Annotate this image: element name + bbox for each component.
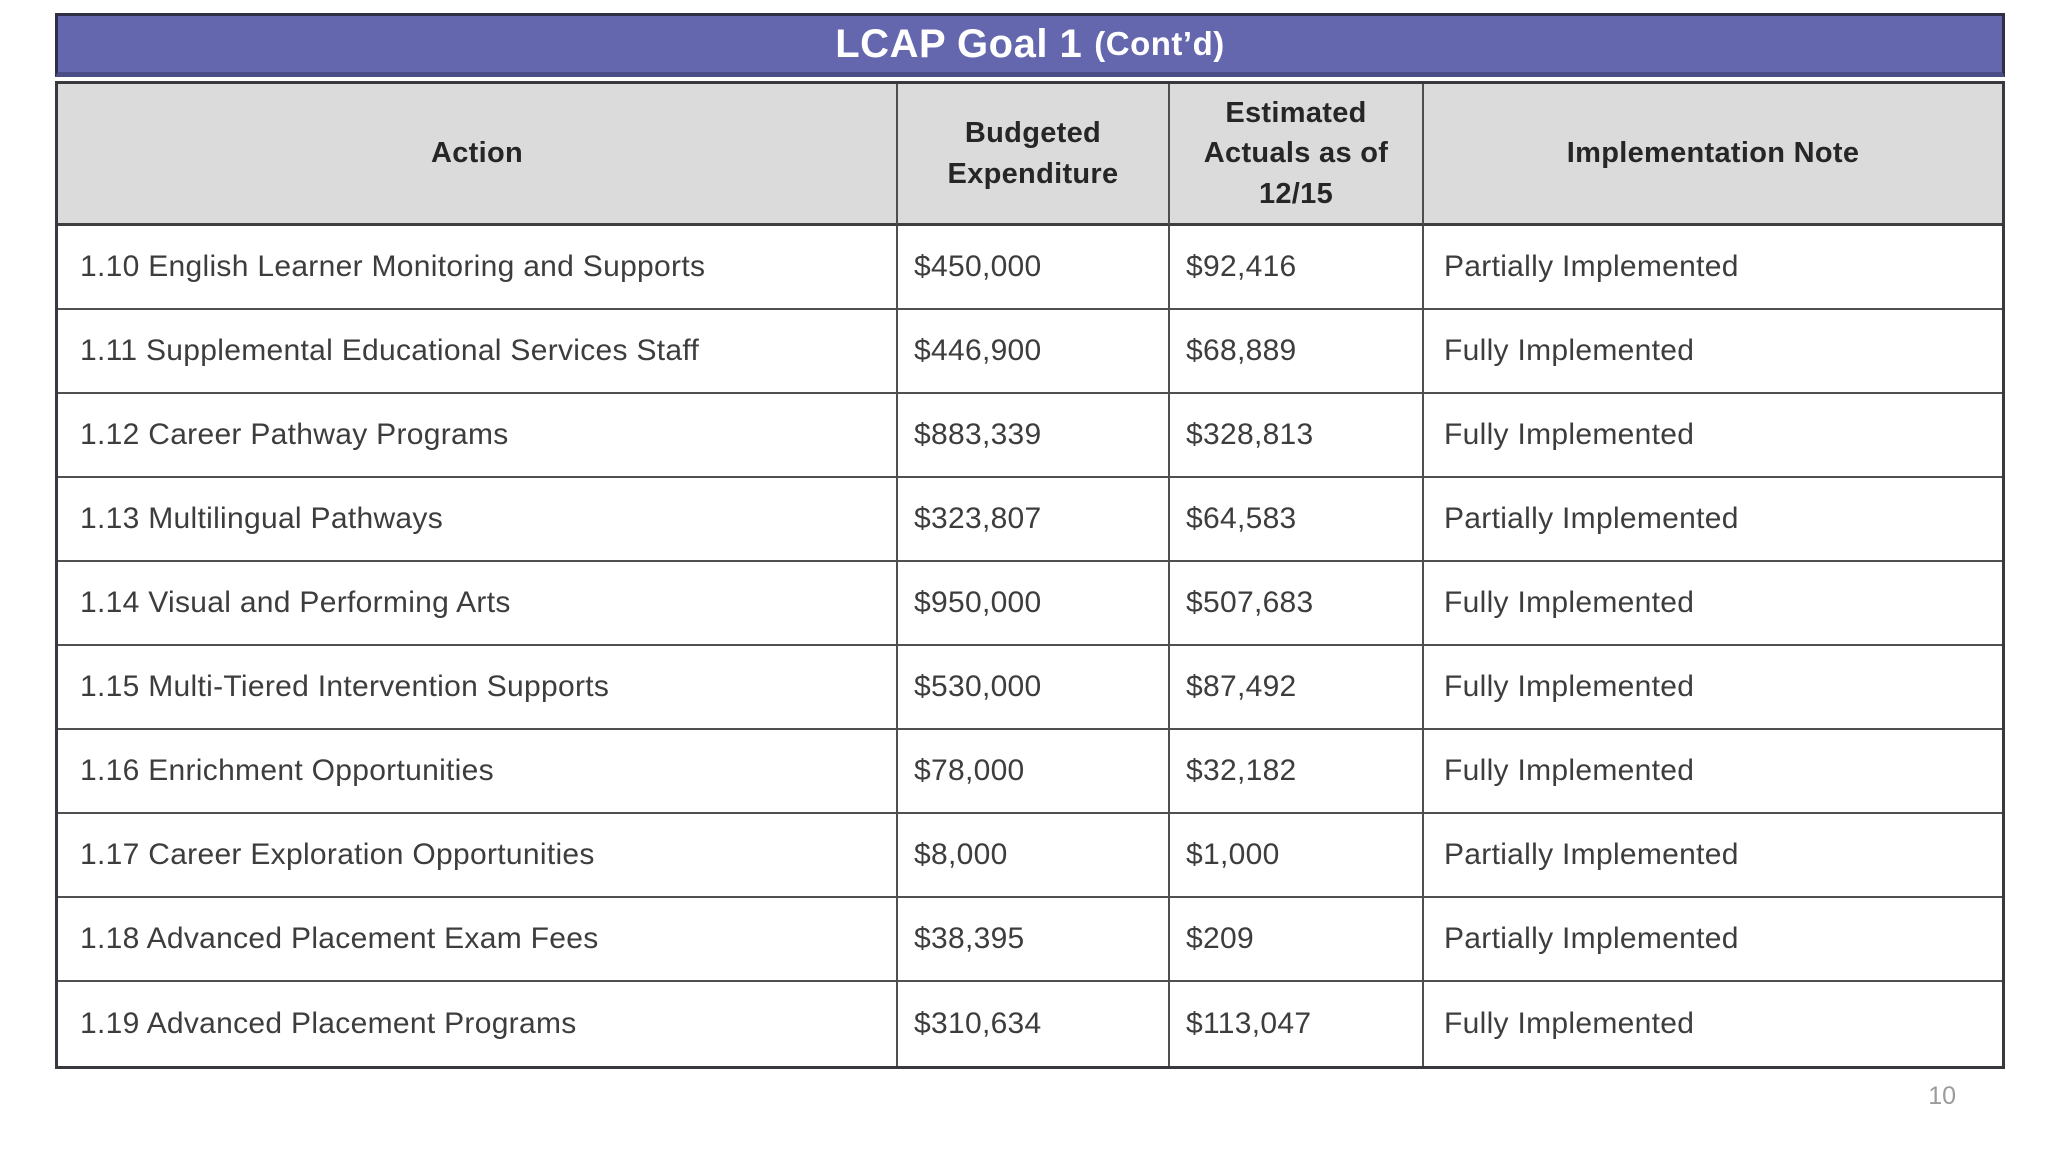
estimated-cell: $209 xyxy=(1170,898,1424,982)
note-cell: Fully Implemented xyxy=(1424,562,2002,646)
column-header-budgeted: Budgeted Expenditure xyxy=(898,84,1170,226)
note-cell: Partially Implemented xyxy=(1424,898,2002,982)
note-cell: Fully Implemented xyxy=(1424,646,2002,730)
action-cell: 1.18 Advanced Placement Exam Fees xyxy=(58,898,898,982)
estimated-cell: $328,813 xyxy=(1170,394,1424,478)
action-cell: 1.17 Career Exploration Opportunities xyxy=(58,814,898,898)
action-cell: 1.13 Multilingual Pathways xyxy=(58,478,898,562)
estimated-cell: $87,492 xyxy=(1170,646,1424,730)
table-row: 1.15 Multi-Tiered Intervention Supports … xyxy=(58,646,2002,730)
note-cell: Partially Implemented xyxy=(1424,478,2002,562)
table-row: 1.18 Advanced Placement Exam Fees $38,39… xyxy=(58,898,2002,982)
table-title: LCAP Goal 1 xyxy=(835,21,1083,66)
budgeted-cell: $38,395 xyxy=(898,898,1170,982)
table-row: 1.10 English Learner Monitoring and Supp… xyxy=(58,226,2002,310)
note-cell: Fully Implemented xyxy=(1444,1007,1695,1040)
table-title-suffix: (Cont’d) xyxy=(1094,25,1225,62)
table-row: 1.13 Multilingual Pathways $323,807 $64,… xyxy=(58,478,2002,562)
budgeted-cell: $950,000 xyxy=(898,562,1170,646)
estimated-cell: $68,889 xyxy=(1170,310,1424,394)
budgeted-cell: $310,634 xyxy=(898,982,1170,1066)
action-cell: 1.16 Enrichment Opportunities xyxy=(58,730,898,814)
note-cell: Fully Implemented xyxy=(1424,730,2002,814)
action-cell: 1.15 Multi-Tiered Intervention Supports xyxy=(58,646,898,730)
table-row: 1.12 Career Pathway Programs $883,339 $3… xyxy=(58,394,2002,478)
estimated-cell: $507,683 xyxy=(1170,562,1424,646)
column-header-action: Action xyxy=(58,84,898,226)
estimated-cell: $64,583 xyxy=(1170,478,1424,562)
page-number: 10 xyxy=(1928,1082,1956,1110)
estimated-cell: $92,416 xyxy=(1170,226,1424,310)
budgeted-cell: $78,000 xyxy=(898,730,1170,814)
table-row: 1.16 Enrichment Opportunities $78,000 $3… xyxy=(58,730,2002,814)
estimated-cell: $113,047 xyxy=(1170,982,1424,1066)
note-cell: Fully Implemented xyxy=(1424,310,2002,394)
estimated-cell: $1,000 xyxy=(1170,814,1424,898)
budgeted-cell: $8,000 xyxy=(898,814,1170,898)
note-cell: Fully Implemented xyxy=(1424,394,2002,478)
budgeted-cell: $323,807 xyxy=(898,478,1170,562)
estimated-cell: $32,182 xyxy=(1170,730,1424,814)
action-cell: 1.11 Supplemental Educational Services S… xyxy=(58,310,898,394)
table-row: 1.14 Visual and Performing Arts $950,000… xyxy=(58,562,2002,646)
table-grid: Action Budgeted Expenditure Estimated Ac… xyxy=(55,81,2005,1069)
table-row: 1.11 Supplemental Educational Services S… xyxy=(58,310,2002,394)
lcap-goal-table: LCAP Goal 1 (Cont’d) Action Budgeted Exp… xyxy=(55,13,2005,1069)
action-cell: 1.19 Advanced Placement Programs xyxy=(58,982,898,1066)
column-header-estimated: Estimated Actuals as of 12/15 xyxy=(1170,84,1424,226)
budgeted-cell: $883,339 xyxy=(898,394,1170,478)
note-cell: Partially Implemented xyxy=(1424,226,2002,310)
note-cell: Partially Implemented xyxy=(1424,814,2002,898)
budgeted-cell: $450,000 xyxy=(898,226,1170,310)
table-title-bar: LCAP Goal 1 (Cont’d) xyxy=(55,13,2005,77)
table-row: 1.19 Advanced Placement Programs $310,63… xyxy=(58,982,2002,1066)
action-cell: 1.10 English Learner Monitoring and Supp… xyxy=(58,226,898,310)
action-cell: 1.12 Career Pathway Programs xyxy=(58,394,898,478)
column-header-implementation: Implementation Note xyxy=(1424,84,2002,226)
table-row: 1.17 Career Exploration Opportunities $8… xyxy=(58,814,2002,898)
table-header-row: Action Budgeted Expenditure Estimated Ac… xyxy=(58,84,2002,226)
action-cell: 1.14 Visual and Performing Arts xyxy=(58,562,898,646)
budgeted-cell: $446,900 xyxy=(898,310,1170,394)
budgeted-cell: $530,000 xyxy=(898,646,1170,730)
